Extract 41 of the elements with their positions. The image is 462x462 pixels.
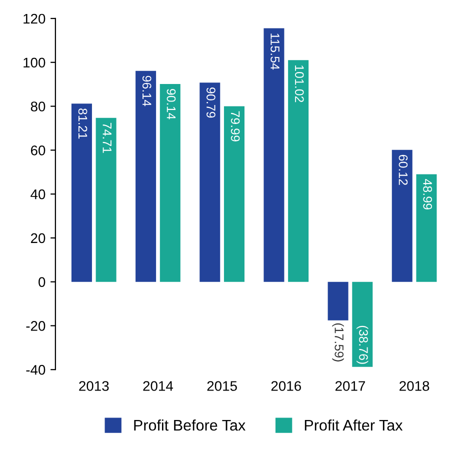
y-tick-label: 20 (30, 233, 46, 244)
bar (200, 82, 220, 282)
y-tick-label: 40 (30, 189, 46, 200)
bar (264, 28, 284, 282)
data-label: 90.79 (206, 88, 216, 118)
data-label: 79.99 (230, 111, 240, 142)
y-tick-label: 100 (24, 58, 46, 68)
bar (136, 70, 156, 282)
legend-label: Profit After Tax (304, 419, 403, 431)
y-tick-label: -20 (26, 321, 46, 331)
data-label: 81.21 (78, 108, 88, 139)
data-label: 90.14 (166, 88, 176, 120)
legend-label: Profit Before Tax (134, 419, 246, 431)
x-tick-label: 2015 (207, 381, 237, 391)
data-label: 48.99 (423, 178, 432, 210)
y-tick-label: 80 (30, 102, 46, 112)
bar (96, 118, 116, 282)
data-label: 115.54 (270, 34, 280, 70)
bar (224, 106, 244, 282)
bar (392, 150, 412, 282)
data-label: 74.71 (102, 122, 112, 153)
x-tick-label: 2018 (400, 381, 430, 391)
x-tick-label: 2014 (143, 381, 174, 391)
x-tick-label: 2013 (79, 381, 109, 391)
data-label: (17.59) (332, 323, 344, 362)
y-tick-label: -40 (26, 364, 46, 375)
bar (160, 84, 180, 282)
data-label: 101.02 (294, 65, 304, 102)
y-tick-label: 60 (30, 145, 46, 156)
data-label: (38.76) (356, 326, 368, 364)
y-tick-label: 120 (24, 14, 46, 24)
bar (416, 174, 437, 282)
bar (328, 282, 348, 320)
bar (71, 104, 92, 282)
x-tick-label: 2016 (271, 381, 301, 391)
bar (352, 282, 373, 367)
data-label: 96.14 (142, 76, 152, 106)
bar (288, 60, 309, 282)
x-tick-label: 2017 (335, 381, 365, 391)
y-tick-label: 0 (38, 277, 46, 287)
data-label: 60.12 (398, 154, 408, 185)
